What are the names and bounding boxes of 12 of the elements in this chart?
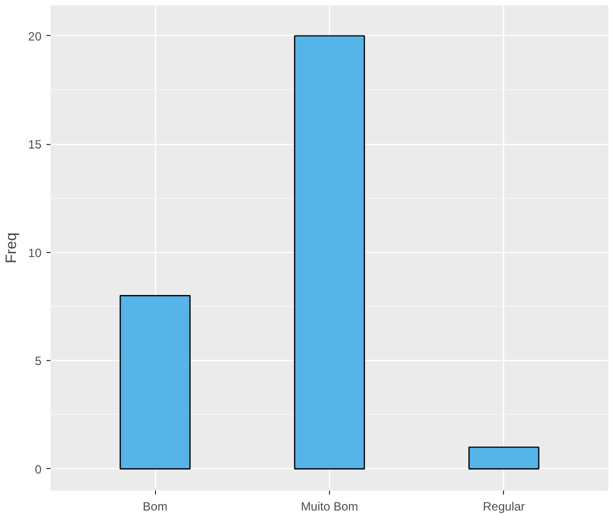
- x-tick-label: Regular: [482, 500, 525, 514]
- y-tick-label: 0: [34, 462, 42, 476]
- y-tick-label: 20: [28, 29, 42, 44]
- bar: [468, 446, 540, 470]
- x-tick-label: Bom: [142, 500, 168, 514]
- y-axis-title: Freq: [3, 232, 20, 264]
- bar: [120, 295, 191, 470]
- y-tick-label: 5: [34, 354, 42, 368]
- y-tick-label: 10: [28, 246, 42, 260]
- bar: [294, 35, 365, 470]
- x-tick-label: Muito Bom: [300, 500, 358, 514]
- y-tick-label: 15: [28, 138, 42, 152]
